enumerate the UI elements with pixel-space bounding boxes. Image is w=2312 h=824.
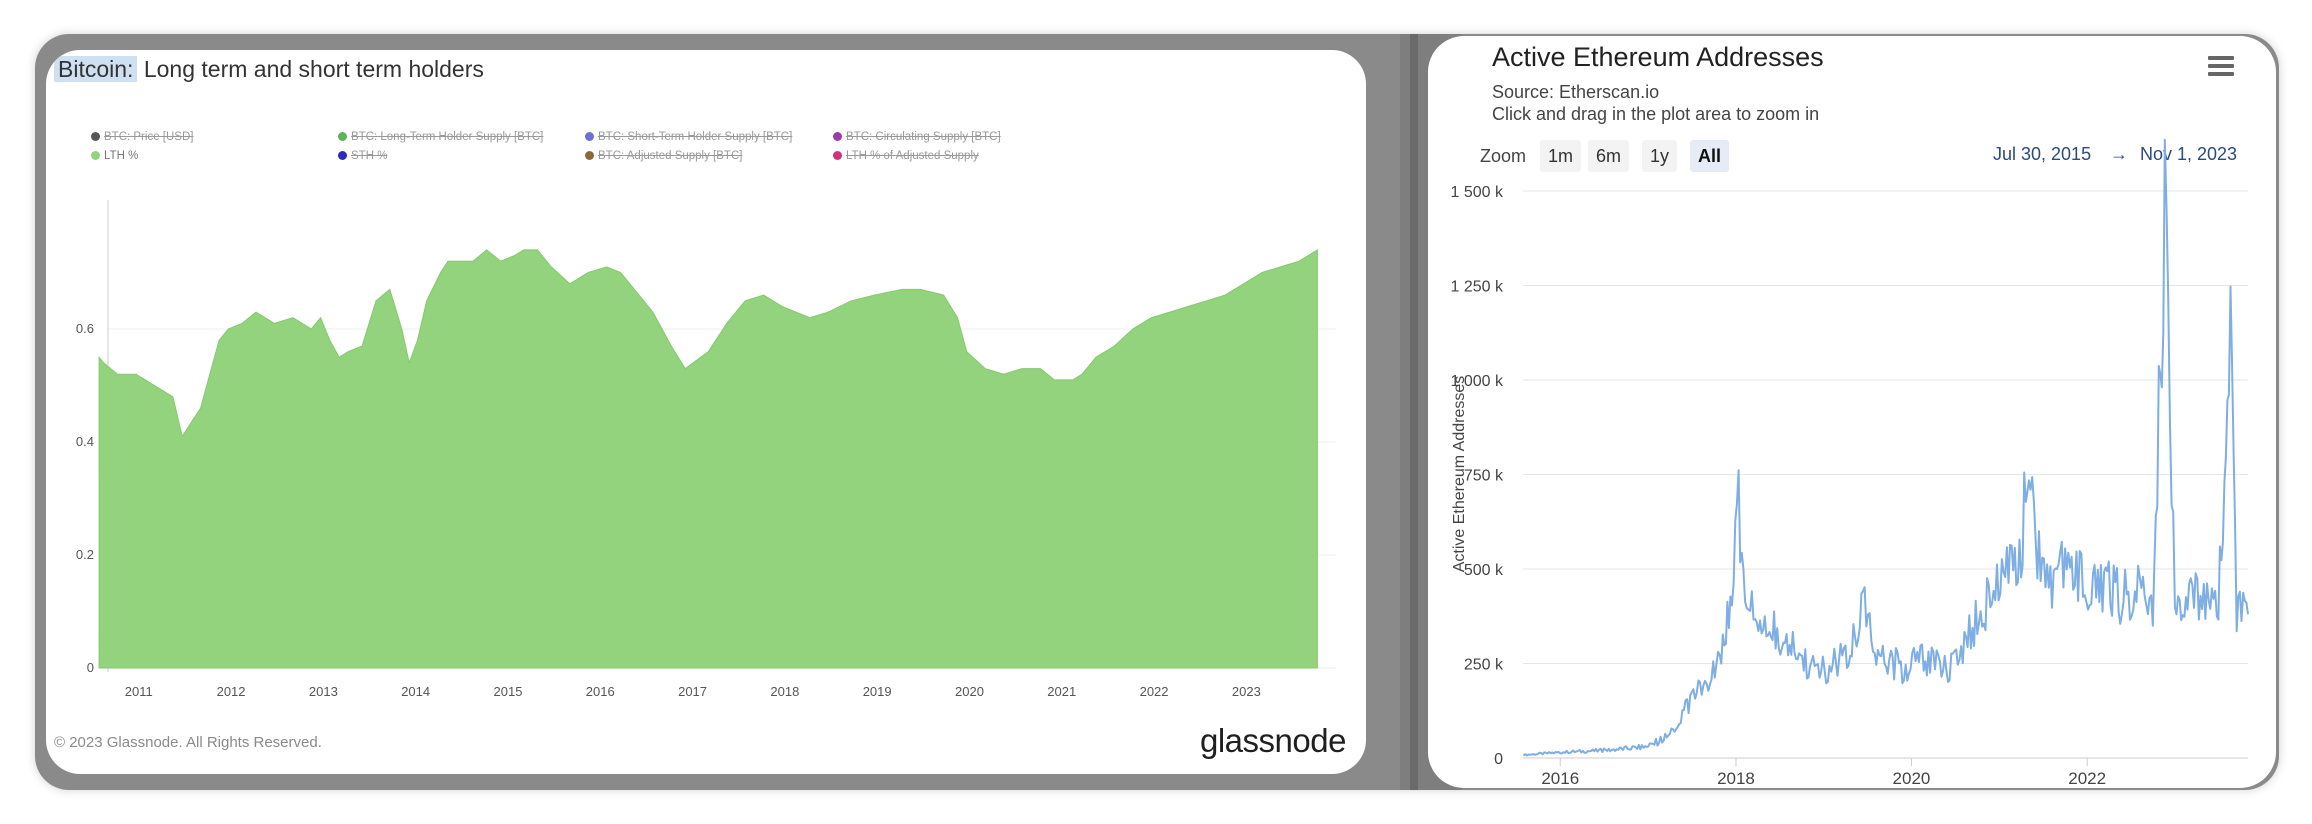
x-tick-label: 2020 <box>1893 769 1931 788</box>
y-tick-label: 750 k <box>1464 468 1504 485</box>
x-tick-label: 2022 <box>2068 769 2106 788</box>
legend-label: BTC: Long-Term Holder Supply [BTC] <box>351 131 544 143</box>
x-tick-label: 2016 <box>1541 769 1579 788</box>
x-tick-label: 2023 <box>1232 684 1261 699</box>
legend-label: BTC: Short-Term Holder Supply [BTC] <box>598 131 793 143</box>
legend-item[interactable]: LTH % <box>91 150 138 162</box>
legend-label: LTH % <box>104 150 139 162</box>
legend-item[interactable]: BTC: Long-Term Holder Supply [BTC] <box>338 131 543 143</box>
legend-dot-icon <box>91 151 100 160</box>
x-tick-label: 2018 <box>1717 769 1755 788</box>
legend-dot-icon <box>91 132 100 141</box>
etherscan-chart-panel: Active Ethereum Addresses Source: Ethers… <box>1428 36 2276 788</box>
y-tick-label: 1 250 k <box>1451 279 1504 296</box>
chart-title: Bitcoin: Long term and short term holder… <box>54 56 484 83</box>
x-tick-label: 2019 <box>863 684 892 699</box>
x-tick-label: 2016 <box>586 684 615 699</box>
y-tick-label: 0.2 <box>76 547 94 562</box>
x-tick-label: 2012 <box>217 684 246 699</box>
zoom-6m-button[interactable]: 6m <box>1588 140 1630 172</box>
x-tick-label: 2020 <box>955 684 984 699</box>
active-addresses-series[interactable] <box>1522 138 2249 757</box>
zoom-1m-button[interactable]: 1m <box>1540 140 1582 172</box>
glassnode-chart-panel: Bitcoin: Long term and short term holder… <box>46 50 1366 774</box>
y-tick-label: 250 k <box>1464 657 1504 674</box>
legend-item[interactable]: BTC: Short-Term Holder Supply [BTC] <box>585 131 792 143</box>
zoom-label: Zoom <box>1480 146 1527 166</box>
chart-source: Source: Etherscan.io <box>1492 82 1660 102</box>
range-arrow: → <box>2110 144 2128 164</box>
y-tick-label: 1 500 k <box>1451 184 1504 201</box>
legend-dot-icon <box>338 151 347 160</box>
hamburger-menu-icon[interactable] <box>2208 56 2234 78</box>
y-tick-label: 0.4 <box>76 434 94 449</box>
y-tick-label: 1 000 k <box>1451 373 1504 390</box>
legend-item[interactable]: BTC: Circulating Supply [BTC] <box>833 131 1001 143</box>
y-tick-label: 0 <box>87 660 94 675</box>
lth-area-series[interactable] <box>98 249 1318 669</box>
zoom-1y-button[interactable]: 1y <box>1642 140 1678 172</box>
legend-item[interactable]: STH % <box>338 150 387 162</box>
panel-divider <box>1410 34 1418 790</box>
x-tick-label: 2013 <box>309 684 338 699</box>
chart-title-highlight: Bitcoin: <box>54 56 138 82</box>
y-tick-label: 0 <box>1494 751 1503 768</box>
x-tick-label: 2018 <box>770 684 799 699</box>
y-tick-label: 500 k <box>1464 562 1504 579</box>
glassnode-logo[interactable]: glassnode <box>1200 722 1346 759</box>
legend-dot-icon <box>833 151 842 160</box>
legend-item[interactable]: BTC: Adjusted Supply [BTC] <box>585 150 742 162</box>
legend-item[interactable]: LTH % of Adjusted Supply <box>833 150 979 162</box>
zoom-all-button[interactable]: All <box>1690 140 1730 172</box>
legend-dot-icon <box>833 132 842 141</box>
lth-area-chart[interactable]: 0 0.2 0.4 0.6 2011 2012 2013 2014 2015 2016 2017 20… <box>46 50 1366 774</box>
x-tick-label: 2014 <box>401 684 430 699</box>
x-tick-label: 2017 <box>678 684 707 699</box>
chart-hint: Click and drag in the plot area to zoom … <box>1492 104 1820 124</box>
legend-dot-icon <box>338 132 347 141</box>
legend-label: BTC: Circulating Supply [BTC] <box>846 131 1001 143</box>
x-tick-label: 2011 <box>125 684 153 699</box>
legend-label: BTC: Price [USD] <box>104 131 194 143</box>
legend-dot-icon <box>585 132 594 141</box>
chart-title-rest: Long term and short term holders <box>137 56 484 82</box>
legend-dot-icon <box>585 151 594 160</box>
legend-label: LTH % of Adjusted Supply <box>846 150 979 162</box>
copyright-notice: © 2023 Glassnode. All Rights Reserved. <box>54 734 322 751</box>
x-tick-label: 2021 <box>1047 684 1076 699</box>
range-from-date[interactable]: Jul 30, 2015 <box>1993 144 2092 164</box>
legend-label: STH % <box>351 150 388 162</box>
y-axis-title: Active Ethereum Addresses <box>1451 376 1468 573</box>
x-tick-label: 2015 <box>494 684 523 699</box>
y-tick-label: 0.6 <box>76 321 94 336</box>
x-tick-label: 2022 <box>1140 684 1169 699</box>
legend-item[interactable]: BTC: Price [USD] <box>91 131 193 143</box>
legend-label: BTC: Adjusted Supply [BTC] <box>598 150 743 162</box>
chart-title: Active Ethereum Addresses <box>1492 42 1824 72</box>
